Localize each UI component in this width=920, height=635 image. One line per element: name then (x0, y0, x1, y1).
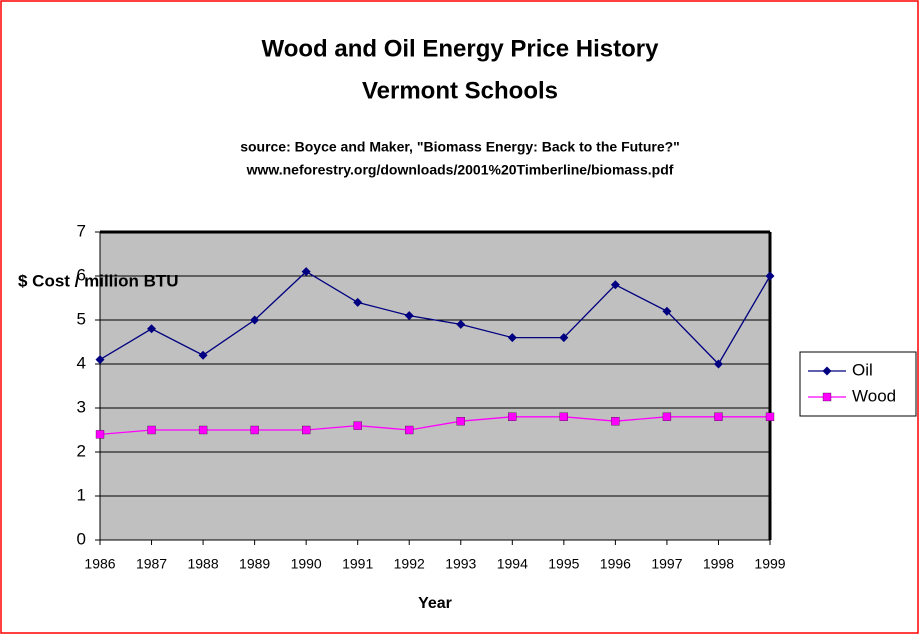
marker (456, 319, 466, 329)
x-tick-label: 1986 (84, 556, 115, 572)
marker (198, 350, 208, 360)
marker (198, 425, 208, 435)
x-axis-label: Year (418, 595, 452, 612)
marker (404, 311, 414, 321)
marker (713, 359, 723, 369)
x-tick-label: 1999 (754, 556, 785, 572)
x-tick-label: 1997 (651, 556, 682, 572)
y-tick-label: 6 (77, 265, 86, 284)
marker (662, 306, 672, 316)
y-tick-label: 7 (77, 221, 86, 240)
marker (353, 421, 362, 430)
chart-title: Vermont Schools (362, 77, 558, 104)
marker (508, 412, 517, 421)
y-tick-label: 4 (77, 353, 86, 372)
y-tick-label: 2 (77, 441, 86, 460)
marker (456, 417, 465, 426)
y-tick-label: 0 (77, 529, 86, 548)
x-tick-label: 1998 (703, 556, 734, 572)
marker (610, 280, 620, 290)
y-tick-label: 3 (77, 397, 86, 416)
x-tick-label: 1996 (600, 556, 631, 572)
marker (611, 417, 620, 426)
series-line (99, 416, 770, 436)
x-tick-label: 1989 (239, 556, 270, 572)
marker (147, 425, 156, 435)
marker (353, 297, 363, 307)
marker (559, 333, 569, 343)
marker (250, 425, 259, 435)
legend-label: Oil (852, 360, 873, 379)
x-tick-label: 1994 (497, 556, 528, 572)
x-tick-label: 1992 (394, 556, 425, 572)
x-tick-label: 1988 (187, 556, 218, 572)
y-tick-label: 5 (77, 309, 86, 328)
source: www.neforestry.org/downloads/2001%20Timb… (246, 162, 674, 178)
source: source: Boyce and Maker, "Biomass Energy… (240, 139, 680, 155)
x-tick-label: 1987 (136, 556, 167, 572)
marker (95, 430, 105, 439)
x-tick-label: 1995 (548, 556, 579, 572)
y-tick-label: 1 (77, 485, 86, 504)
marker (559, 412, 568, 421)
x-tick-label: 1993 (445, 556, 476, 572)
legend-box (799, 351, 917, 417)
marker (765, 271, 775, 281)
y-axis-label: $ Cost / million BTU (18, 271, 179, 290)
marker (662, 412, 672, 421)
marker (405, 425, 414, 435)
series-line (99, 270, 771, 366)
marker (822, 366, 832, 376)
marker (302, 425, 311, 435)
marker (95, 355, 105, 365)
marker (765, 412, 775, 421)
plot-area (99, 231, 771, 541)
marker (507, 333, 517, 343)
marker (714, 412, 723, 421)
chart-title: Wood and Oil Energy Price History (262, 35, 660, 62)
marker (250, 315, 260, 325)
marker (301, 267, 311, 277)
marker (822, 392, 832, 402)
x-tick-label: 1990 (291, 556, 322, 572)
legend-label: Wood (852, 386, 896, 405)
x-tick-label: 1991 (342, 556, 373, 572)
marker (147, 324, 157, 334)
